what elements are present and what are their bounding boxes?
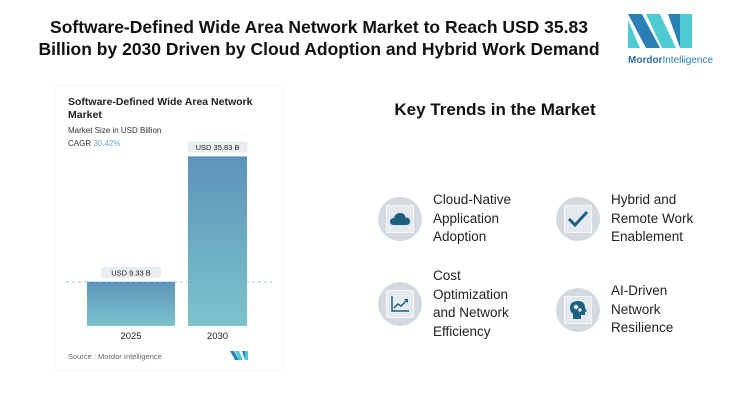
page-title: Software-Defined Wide Area Network Marke… xyxy=(38,17,600,59)
source-logo-icon xyxy=(230,351,248,360)
chart-source: Source : Mordor Intelligence xyxy=(68,352,162,361)
x-tick-label: 2030 xyxy=(207,331,228,342)
data-label-box xyxy=(101,266,161,278)
data-label: USD 35.83 B xyxy=(196,143,240,152)
trend-item: AI-Driven Network Resilience xyxy=(556,282,711,338)
bar-2030 xyxy=(188,156,247,326)
chart-card: Software-Defined Wide Area Network Marke… xyxy=(56,86,282,370)
ai-head-gears-icon xyxy=(564,295,592,324)
cagr-value: 30.42% xyxy=(93,139,121,148)
chart-title: Software-Defined Wide Area Network Marke… xyxy=(68,96,253,121)
trend-label: Hybrid and Remote Work Enablement xyxy=(611,192,694,244)
trend-label: Cloud-Native Application Adoption xyxy=(433,192,512,244)
trend-item: Cloud-Native Application Adoption xyxy=(378,191,533,247)
cloud-icon xyxy=(386,204,414,233)
data-label-box xyxy=(187,141,248,153)
bar-chart: USD 9.33 B 2025 USD 35.83 B 2030 Source : Mo… xyxy=(66,141,272,361)
mordor-logo: MordorIntelligence xyxy=(628,14,714,66)
bar-2025 xyxy=(87,281,175,326)
trend-item: Cost Optimization and Network Efficiency xyxy=(378,267,533,341)
data-label: USD 9.33 B xyxy=(111,268,151,277)
chart-subtitle: Market Size in USD Billion xyxy=(68,126,162,135)
trend-item: Hybrid and Remote Work Enablement xyxy=(556,191,711,247)
growth-chart-icon xyxy=(386,290,414,318)
trend-label: Cost Optimization and Network Efficiency xyxy=(433,268,509,339)
logo-text: MordorIntelligence xyxy=(628,55,714,66)
x-tick-label: 2025 xyxy=(120,331,141,342)
checkmark-icon xyxy=(564,204,592,233)
cagr: CAGR 30.42% xyxy=(68,139,121,148)
mordor-logo-icon xyxy=(628,14,692,48)
trends-title: Key Trends in the Market xyxy=(394,100,596,119)
trend-label: AI-Driven Network Resilience xyxy=(611,283,674,335)
